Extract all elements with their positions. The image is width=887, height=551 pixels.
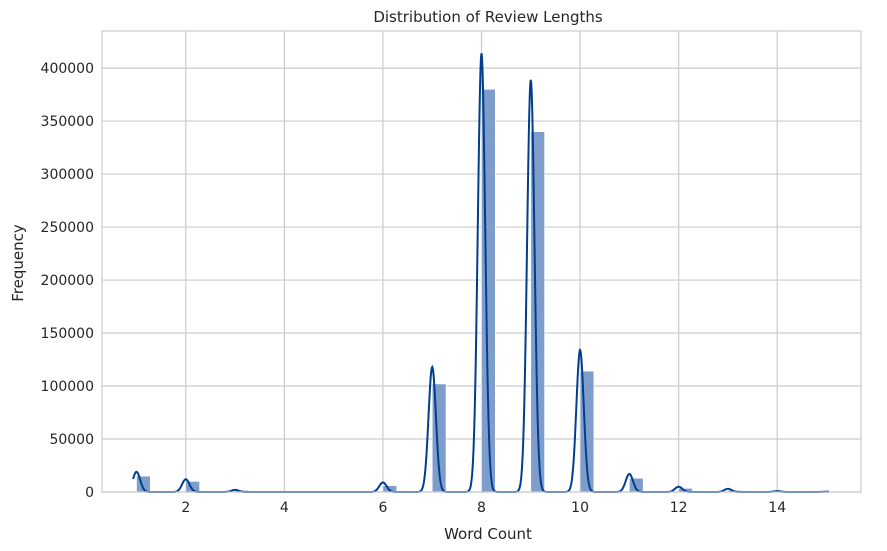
x-tick-label: 2 — [181, 500, 190, 516]
y-tick-label: 200000 — [41, 273, 94, 289]
y-tick-label: 350000 — [41, 114, 94, 130]
y-tick-label: 150000 — [41, 326, 94, 342]
x-axis-title: Word Count — [444, 525, 532, 543]
x-tick-label: 12 — [670, 500, 688, 516]
y-tick-labels: 0 50000 100000 150000 200000 250000 300000 3500… — [41, 61, 94, 501]
x-tick-label: 14 — [768, 500, 786, 516]
x-tick-label: 4 — [280, 500, 289, 516]
x-tick-labels: 2 4 6 8 10 12 14 — [181, 500, 786, 516]
y-tick-label: 0 — [85, 485, 94, 501]
axes-frame — [101, 30, 862, 493]
y-axis-title: Frequency — [9, 224, 27, 302]
y-tick-label: 250000 — [41, 220, 94, 236]
y-tick-label: 300000 — [41, 167, 94, 183]
x-tick-label: 8 — [477, 500, 486, 516]
x-tick-label: 6 — [378, 500, 387, 516]
y-tick-label: 50000 — [49, 432, 94, 448]
x-tick-label: 10 — [571, 500, 589, 516]
y-tick-label: 400000 — [41, 61, 94, 77]
y-tick-label: 100000 — [41, 379, 94, 395]
chart-title: Distribution of Review Lengths — [373, 8, 603, 26]
